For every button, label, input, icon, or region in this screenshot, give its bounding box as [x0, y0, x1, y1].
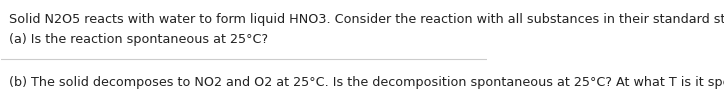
Text: (b) The solid decomposes to NO2 and O2 at 25°C. Is the decomposition spontaneous: (b) The solid decomposes to NO2 and O2 a… — [9, 76, 724, 89]
Text: Solid N2O5 reacts with water to form liquid HNO3. Consider the reaction with all: Solid N2O5 reacts with water to form liq… — [9, 13, 724, 26]
Text: (a) Is the reaction spontaneous at 25°C?: (a) Is the reaction spontaneous at 25°C? — [9, 33, 268, 46]
